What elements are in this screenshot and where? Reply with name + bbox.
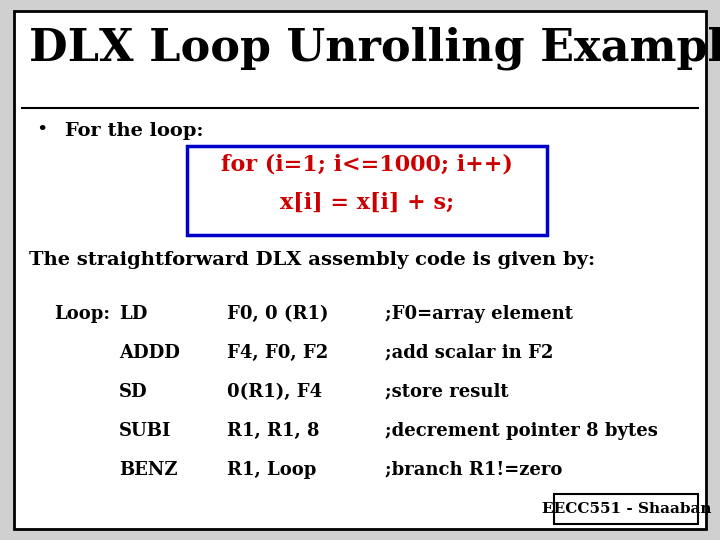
Text: F0, 0 (R1): F0, 0 (R1) — [227, 305, 328, 323]
Text: ;store result: ;store result — [385, 383, 509, 401]
Text: 0(R1), F4: 0(R1), F4 — [227, 383, 322, 401]
Text: ;F0=array element: ;F0=array element — [385, 305, 573, 323]
FancyBboxPatch shape — [14, 11, 706, 529]
Text: for (i=1; i<=1000; i++): for (i=1; i<=1000; i++) — [221, 154, 513, 176]
Text: ;add scalar in F2: ;add scalar in F2 — [385, 344, 554, 362]
Text: BENZ: BENZ — [119, 461, 177, 478]
Text: x[i] = x[i] + s;: x[i] = x[i] + s; — [280, 192, 454, 214]
Text: R1, Loop: R1, Loop — [227, 461, 316, 478]
Text: DLX Loop Unrolling Example: DLX Loop Unrolling Example — [29, 27, 720, 71]
Text: SUBI: SUBI — [119, 422, 171, 440]
Text: F4, F0, F2: F4, F0, F2 — [227, 344, 328, 362]
Text: R1, R1, 8: R1, R1, 8 — [227, 422, 319, 440]
Text: The straightforward DLX assembly code is given by:: The straightforward DLX assembly code is… — [29, 251, 595, 269]
Text: ADDD: ADDD — [119, 344, 180, 362]
Text: ;branch R1!=zero: ;branch R1!=zero — [385, 461, 562, 478]
Text: For the loop:: For the loop: — [65, 122, 203, 139]
Text: EECC551 - Shaaban: EECC551 - Shaaban — [541, 502, 711, 516]
Text: LD: LD — [119, 305, 147, 323]
Text: ;decrement pointer 8 bytes: ;decrement pointer 8 bytes — [385, 422, 658, 440]
Text: Loop:: Loop: — [54, 305, 110, 323]
FancyBboxPatch shape — [554, 494, 698, 524]
Text: SD: SD — [119, 383, 148, 401]
Text: •: • — [36, 122, 48, 139]
FancyBboxPatch shape — [187, 146, 547, 235]
